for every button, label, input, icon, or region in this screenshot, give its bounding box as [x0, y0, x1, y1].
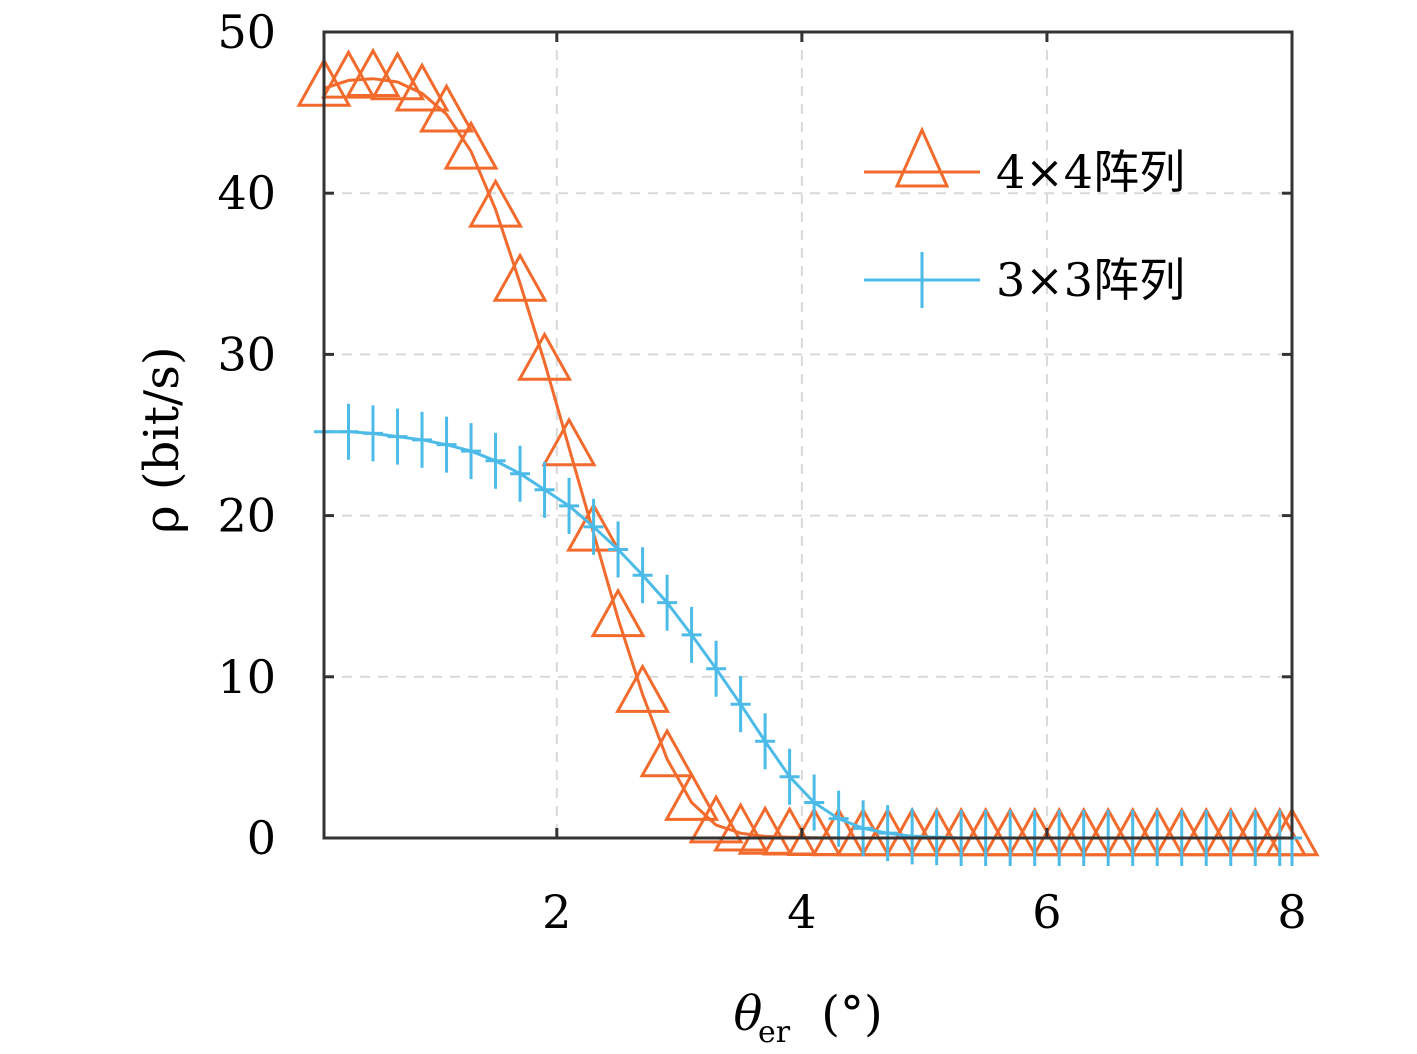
data-point-triangle: [345, 47, 401, 98]
y-tick-label: 0: [247, 811, 276, 865]
data-point-triangle: [688, 794, 744, 844]
plot-frame: [322, 30, 1294, 840]
series-3x3: [314, 403, 1302, 866]
y-tick-label: 30: [217, 327, 276, 381]
data-point-triangle: [467, 178, 524, 228]
legend-label-4x4: 4×4阵列: [996, 145, 1185, 199]
x-tick-label: 8: [1277, 885, 1306, 939]
data-point-triangle: [762, 806, 818, 856]
data-point-triangle: [369, 50, 426, 101]
y-tick-label: 50: [217, 5, 276, 59]
x-tick-label: 4: [787, 885, 816, 939]
x-axis-label-unit: (°): [821, 986, 882, 1042]
data-point-triangle: [590, 587, 646, 638]
legend-marker-triangle-icon: [894, 126, 950, 188]
y-tick-label: 20: [217, 489, 276, 543]
y-axis-label: ρ (bit/s): [134, 346, 190, 533]
legend-label-3x3: 3×3阵列: [996, 253, 1185, 307]
x-axis-label-symbol: θ: [734, 986, 763, 1042]
data-point-triangle: [443, 120, 499, 170]
y-tick-label: 40: [217, 166, 276, 220]
x-tick-label: 6: [1032, 885, 1061, 939]
x-axis-label-subscript: er: [758, 1015, 791, 1050]
data-point-triangle: [615, 663, 671, 713]
series-line: [324, 430, 1292, 840]
data-point-triangle: [418, 83, 475, 133]
legend: 4×4阵列 3×3阵列: [864, 126, 1185, 308]
data-point-triangle: [639, 727, 695, 778]
x-axis-label: θ er (°): [734, 986, 883, 1050]
axis-ticks: 2 4 6 8 0 10 20 30 40 50: [217, 5, 1306, 939]
data-point-triangle: [541, 416, 597, 467]
data-point-triangle: [517, 331, 573, 381]
data-point-triangle: [664, 771, 720, 821]
y-tick-label: 10: [217, 650, 276, 704]
data-point-triangle: [492, 252, 548, 302]
x-tick-label: 2: [542, 885, 571, 939]
data-point-triangle: [394, 62, 450, 112]
